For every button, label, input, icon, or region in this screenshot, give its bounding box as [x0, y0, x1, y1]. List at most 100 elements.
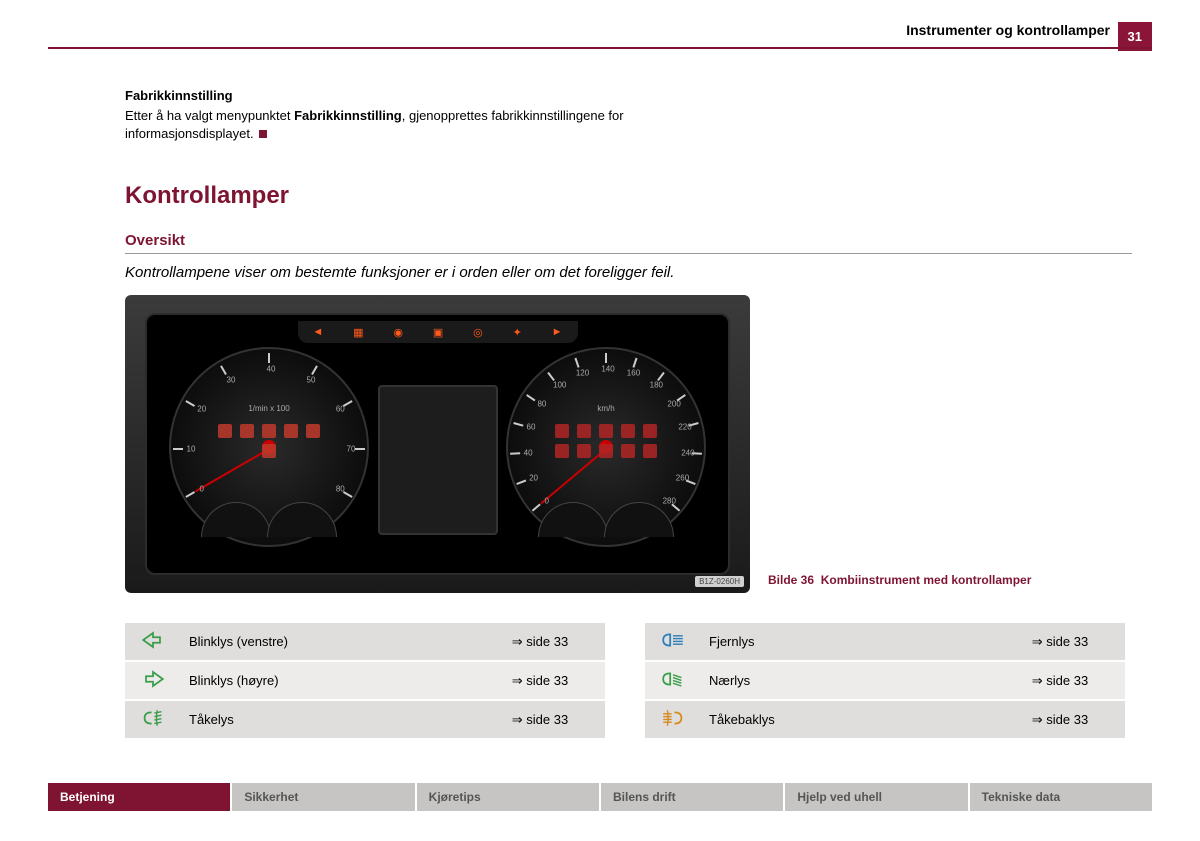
footer-tab-kjøretips[interactable]: Kjøretips [417, 783, 601, 811]
warn-icon [621, 444, 635, 458]
figure-caption: Bilde 36 Kombiinstrument med kontrollamp… [768, 573, 1031, 593]
gauge-label: 20 [529, 474, 538, 483]
table-row: Nærlys⇒ side 33 [645, 661, 1125, 700]
fog-rear-icon [645, 700, 701, 739]
header-title: Instrumenter og kontrollamper [906, 22, 1110, 38]
gauge-tick [574, 358, 579, 368]
gauge-tick [605, 353, 607, 363]
warn-icon [555, 424, 569, 438]
gauge-tick [311, 365, 318, 375]
arrow-right-icon [125, 661, 181, 700]
gauge-label: 0 [544, 496, 548, 505]
gauge-tick [510, 452, 520, 454]
gauge-label: 50 [307, 375, 316, 384]
gauge-label: 30 [227, 375, 236, 384]
oversikt-heading: Oversikt [125, 232, 1132, 254]
gauge-label: 120 [576, 369, 589, 378]
temp-subgauge [201, 502, 271, 537]
figure-row: ◄ ▦ ◉ ▣ ◎ ✦ ► 1/min x 100 [125, 295, 1132, 593]
footer-tab-sikkerhet[interactable]: Sikkerhet [232, 783, 416, 811]
gauge-label: 60 [336, 405, 345, 414]
lamp-label: Tåkebaklys [701, 700, 995, 739]
gauge-label: 70 [347, 445, 356, 454]
header-rule [48, 47, 1152, 49]
lamp-label: Nærlys [701, 661, 995, 700]
warn-icon [577, 444, 591, 458]
gauge-label: 280 [663, 496, 676, 505]
strip-lamp-icon: ◉ [393, 326, 403, 339]
lamp-table-right: Fjernlys ⇒ side 33Nærlys⇒ side 33Tåkebakl… [645, 623, 1125, 740]
page-ref: ⇒ side 33 [475, 623, 605, 661]
low-beam-icon [645, 661, 701, 700]
warn-icon [643, 424, 657, 438]
gauge-tick [526, 394, 535, 401]
gauge-label: 200 [667, 400, 680, 409]
gauge-label: 20 [197, 405, 206, 414]
gauge-label: 10 [187, 445, 196, 454]
gauge-label: 240 [681, 449, 694, 458]
gauge-label: 160 [627, 369, 640, 378]
gauge-label: 100 [553, 381, 566, 390]
fuel-subgauge [538, 502, 608, 537]
fuel-subgauge [604, 502, 674, 537]
lamp-label: Blinklys (høyre) [181, 661, 475, 700]
footer-tabs: BetjeningSikkerhetKjøretipsBilens driftH… [48, 783, 1152, 811]
tables-row: Blinklys (venstre)⇒ side 33Blinklys (høy… [125, 623, 1132, 740]
content-area: Fabrikkinnstilling Etter å ha valgt meny… [125, 70, 1132, 740]
footer-tab-hjelp-ved-uhell[interactable]: Hjelp ved uhell [785, 783, 969, 811]
lamp-label: Fjernlys [701, 623, 995, 661]
warn-icon [599, 444, 613, 458]
dashboard-panel: ◄ ▦ ◉ ▣ ◎ ✦ ► 1/min x 100 [145, 313, 730, 575]
strip-lamp-icon: ▣ [433, 326, 443, 339]
warn-icon [262, 444, 276, 458]
warn-icon [262, 424, 276, 438]
warn-icon [284, 424, 298, 438]
footer-tab-tekniske-data[interactable]: Tekniske data [970, 783, 1152, 811]
end-square-icon [259, 130, 267, 138]
fab-bold: Fabrikkinnstilling [294, 108, 402, 123]
lamp-table-left: Blinklys (venstre)⇒ side 33Blinklys (høy… [125, 623, 605, 740]
caption-text: Kombiinstrument med kontrollamper [821, 573, 1032, 587]
gauge-label: 0 [199, 485, 203, 494]
info-display [378, 385, 498, 535]
tachometer-gauge: 1/min x 100 01020304050607080 [169, 347, 369, 547]
temp-subgauge [267, 502, 337, 537]
gauge-tick [355, 448, 365, 450]
table-row: Blinklys (høyre)⇒ side 33 [125, 661, 605, 700]
tach-unit: 1/min x 100 [248, 404, 289, 413]
table-row: Blinklys (venstre)⇒ side 33 [125, 623, 605, 661]
footer-tab-betjening[interactable]: Betjening [48, 783, 232, 811]
gauge-tick [632, 358, 637, 368]
speedometer-gauge: km/h 02040608010012014016018020022024026… [506, 347, 706, 547]
warn-icon [555, 444, 569, 458]
gauge-tick [220, 365, 227, 375]
page-ref: ⇒ side 33 [475, 661, 605, 700]
footer-tab-bilens-drift[interactable]: Bilens drift [601, 783, 785, 811]
fabrikkinnstilling-text: Etter å ha valgt menypunktet Fabrikkinns… [125, 107, 745, 142]
table-row: Tåkebaklys⇒ side 33 [645, 700, 1125, 739]
strip-lamp-icon: ▦ [353, 326, 363, 339]
page-ref: ⇒ side 33 [475, 700, 605, 739]
fog-front-icon [125, 700, 181, 739]
gauge-tick [657, 372, 665, 381]
speed-unit: km/h [597, 404, 614, 413]
warn-icon [643, 444, 657, 458]
gauge-tick [516, 480, 526, 486]
gauge-label: 40 [267, 365, 276, 374]
strip-lamp-icon: ✦ [513, 326, 522, 339]
high-beam-icon [645, 623, 701, 661]
page-ref: ⇒ side 33 [995, 700, 1125, 739]
gauge-label: 220 [678, 423, 691, 432]
dashboard-figure: ◄ ▦ ◉ ▣ ◎ ✦ ► 1/min x 100 [125, 295, 750, 593]
gauge-label: 60 [527, 423, 536, 432]
warn-icon [306, 424, 320, 438]
gauge-label: 140 [601, 365, 614, 374]
strip-arrow-right-icon: ► [552, 326, 563, 338]
gauge-tick [532, 504, 541, 512]
tach-warning-icons [214, 424, 324, 458]
gauge-tick [185, 400, 195, 407]
table-row: Tåkelys⇒ side 33 [125, 700, 605, 739]
indicator-strip: ◄ ▦ ◉ ▣ ◎ ✦ ► [298, 321, 578, 343]
strip-lamp-icon: ◎ [473, 326, 483, 339]
gauge-label: 80 [537, 400, 546, 409]
